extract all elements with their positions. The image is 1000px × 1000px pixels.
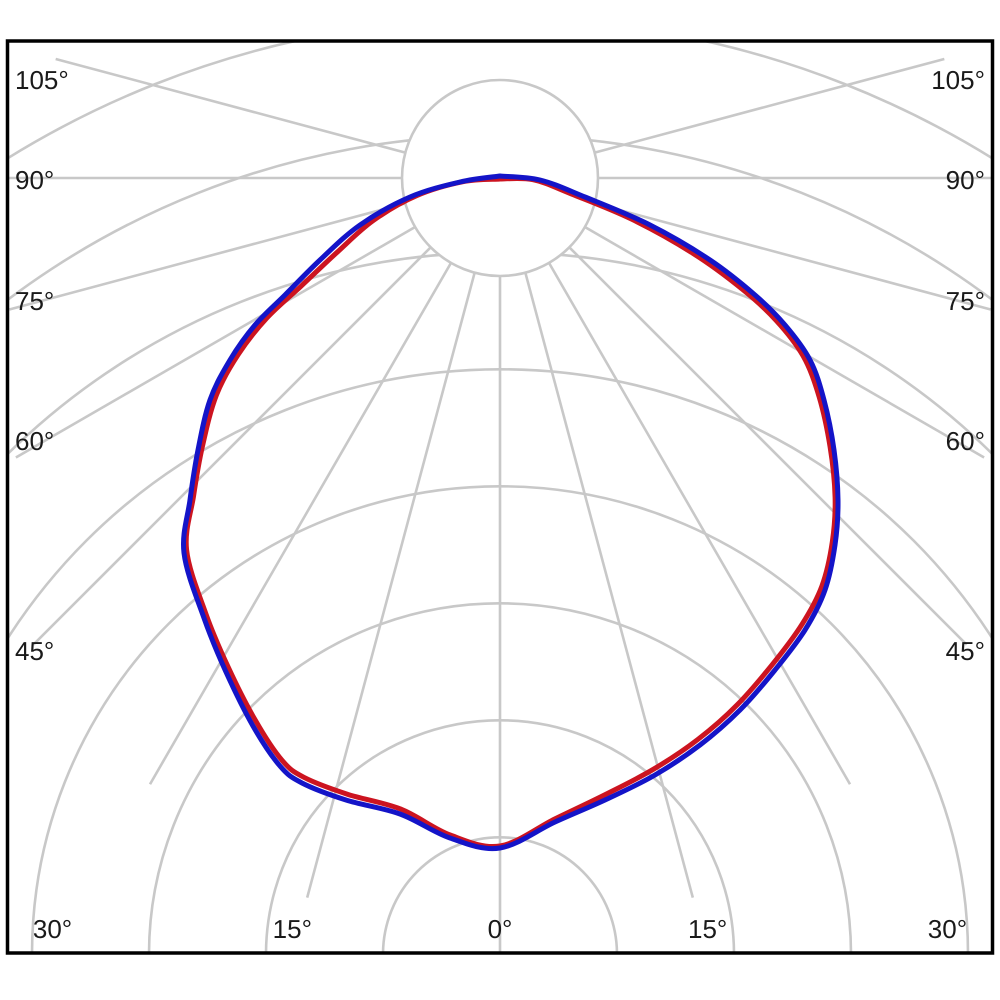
svg-text:75°: 75° bbox=[15, 286, 54, 316]
svg-text:105°: 105° bbox=[931, 65, 985, 95]
svg-text:90°: 90° bbox=[15, 165, 54, 195]
svg-text:15°: 15° bbox=[273, 914, 312, 944]
svg-text:0°: 0° bbox=[488, 914, 513, 944]
svg-text:30°: 30° bbox=[33, 914, 72, 944]
svg-text:105°: 105° bbox=[15, 65, 69, 95]
svg-text:60°: 60° bbox=[946, 426, 985, 456]
svg-text:60°: 60° bbox=[15, 426, 54, 456]
svg-text:90°: 90° bbox=[946, 165, 985, 195]
svg-text:45°: 45° bbox=[946, 636, 985, 666]
svg-text:45°: 45° bbox=[15, 636, 54, 666]
svg-text:30°: 30° bbox=[928, 914, 967, 944]
svg-text:15°: 15° bbox=[688, 914, 727, 944]
svg-text:75°: 75° bbox=[946, 286, 985, 316]
